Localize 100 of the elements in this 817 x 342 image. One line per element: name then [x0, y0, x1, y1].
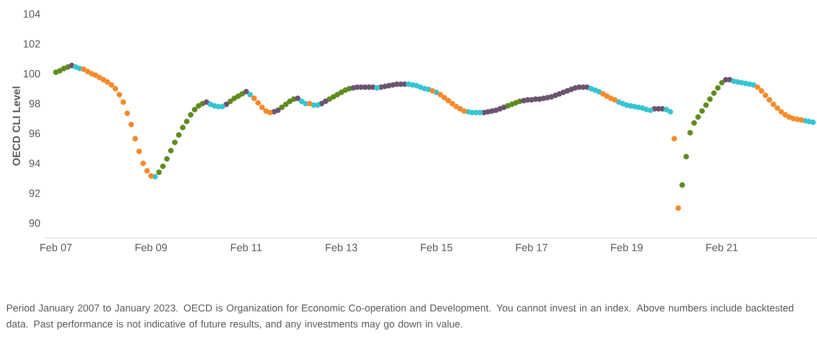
- x-tick-label: Feb 21: [706, 244, 738, 252]
- point: [192, 106, 198, 112]
- point: [184, 118, 190, 124]
- x-tick-label: Feb 11: [231, 244, 262, 252]
- point: [220, 104, 226, 110]
- point: [188, 112, 194, 118]
- point: [711, 90, 717, 96]
- point: [294, 96, 301, 102]
- point: [687, 130, 693, 136]
- point: [156, 169, 162, 176]
- point: [247, 92, 253, 98]
- point: [322, 98, 328, 104]
- point: [144, 168, 150, 174]
- point: [782, 112, 788, 118]
- point: [283, 102, 289, 108]
- point: [338, 90, 344, 96]
- point: [267, 110, 273, 116]
- point: [298, 98, 304, 104]
- point: [430, 88, 436, 94]
- x-tick-label: Feb 09: [136, 244, 167, 252]
- point: [750, 82, 756, 88]
- point: [457, 106, 464, 112]
- point: [112, 86, 118, 92]
- point: [84, 68, 90, 74]
- point: [679, 182, 686, 188]
- point: [442, 94, 448, 100]
- point: [715, 85, 721, 91]
- y-tick-label: 100: [24, 70, 40, 78]
- point: [132, 136, 138, 142]
- point: [124, 110, 130, 116]
- point: [330, 94, 336, 100]
- point: [604, 93, 610, 99]
- point: [648, 108, 654, 114]
- x-tick-label: Feb 13: [326, 244, 358, 252]
- y-axis-title: OECD CLI Level: [12, 86, 20, 166]
- point: [703, 102, 709, 108]
- y-tick-label: 104: [24, 10, 40, 18]
- point: [453, 104, 460, 110]
- point: [691, 120, 697, 126]
- point: [136, 148, 142, 154]
- point: [92, 72, 98, 78]
- point: [204, 99, 210, 105]
- point: [128, 122, 134, 128]
- point: [766, 97, 772, 103]
- point: [770, 102, 776, 108]
- point: [461, 108, 467, 114]
- y-tick-label: 92: [29, 189, 40, 197]
- point: [778, 109, 784, 115]
- point: [719, 80, 725, 86]
- point: [275, 108, 281, 114]
- x-tick-label: Feb 17: [516, 244, 548, 252]
- point: [228, 98, 234, 104]
- point: [164, 156, 170, 162]
- point: [374, 85, 380, 91]
- point: [224, 102, 230, 108]
- point: [762, 92, 768, 98]
- point: [501, 104, 507, 110]
- y-tick-label: 94: [29, 160, 40, 168]
- point: [306, 100, 312, 106]
- x-tick-label: Feb 15: [420, 244, 452, 252]
- point: [286, 98, 293, 104]
- point: [172, 140, 178, 146]
- point: [695, 114, 701, 120]
- y-tick-label: 96: [29, 130, 40, 138]
- point: [798, 117, 804, 123]
- x-tick-label: Feb 19: [611, 244, 643, 252]
- point: [758, 88, 764, 94]
- point: [668, 109, 674, 115]
- point: [446, 98, 452, 104]
- point: [675, 205, 682, 211]
- point: [100, 76, 106, 82]
- point: [239, 91, 246, 97]
- point: [683, 154, 689, 160]
- point: [108, 82, 114, 88]
- y-tick-label: 102: [24, 40, 40, 48]
- point: [450, 100, 456, 106]
- text: Period January 2007 to January 2023. OECD is Organization for Economic Co-operation and Development. You cannot invest in an index. Above numbers include backtested data. Past performance is not indicative of future results, and any investments may go down in value.: [6, 304, 794, 330]
- point: [438, 92, 444, 98]
- y-tick-label: 90: [29, 219, 40, 227]
- point: [148, 173, 154, 179]
- point: [612, 97, 618, 103]
- point: [96, 74, 102, 80]
- point: [168, 148, 174, 154]
- point: [180, 124, 186, 130]
- point: [160, 164, 166, 170]
- y-tick-label: 98: [29, 100, 40, 108]
- point: [116, 92, 122, 98]
- point: [707, 96, 713, 102]
- point: [259, 104, 265, 110]
- point: [600, 91, 606, 97]
- x-tick-label: Feb 07: [40, 244, 72, 252]
- point: [334, 92, 340, 98]
- point: [664, 106, 670, 112]
- point: [255, 100, 261, 106]
- point: [671, 136, 678, 142]
- point: [120, 99, 126, 105]
- point: [279, 104, 285, 110]
- point: [596, 88, 602, 94]
- point: [176, 132, 182, 138]
- point: [699, 108, 705, 114]
